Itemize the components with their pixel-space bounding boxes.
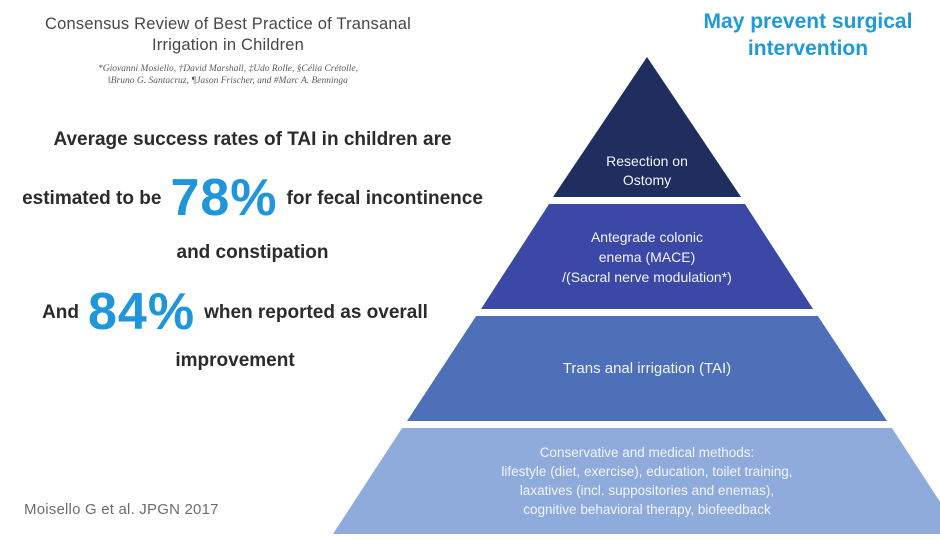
stat2-main-line: And 84% when reported as overall — [0, 283, 470, 341]
tier-label-line: Ostomy — [622, 172, 672, 188]
tier-label-line: Conservative and medical methods: — [539, 445, 755, 460]
stat1-tail: and constipation — [176, 242, 329, 264]
citation: Moisello G et al. JPGN 2017 — [24, 501, 219, 518]
paper-title: Consensus Review of Best Practice of Tra… — [8, 14, 448, 56]
callout-line1: May prevent surgical — [703, 10, 913, 33]
stat1-intro: Average success rates of TAI in children… — [53, 129, 452, 150]
pyramid-tier-conservative-methods: Conservative and medical methods: lifest… — [333, 428, 940, 534]
stat2-tail: improvement — [175, 350, 295, 372]
tier-label-line: Antegrade colonic — [590, 228, 704, 245]
tier-label-line: cognitive behavioral therapy, biofeedbac… — [523, 502, 771, 517]
pyramid-tier-antegrade-colonic-enema: Antegrade colonic enema (MACE) /(Sacral … — [481, 204, 813, 309]
tier-label-line: /(Sacral nerve modulation*) — [562, 268, 732, 285]
paper-title-line1: Consensus Review of Best Practice of Tra… — [45, 15, 411, 33]
tier-label-line: Resection on — [606, 153, 688, 169]
paper-title-line2: Irrigation in Children — [151, 36, 305, 54]
stat2-suffix: when reported as overall — [204, 301, 428, 323]
paper-authors-line2: ‖Bruno G. Santacruz, ¶Jason Frischer, an… — [108, 76, 348, 86]
paper-authors-line1: *Giovanni Mosiello, †David Marshall, ‡Ud… — [98, 64, 358, 74]
tier-label-line: enema (MACE) — [598, 248, 696, 265]
stat2-lead: And — [42, 301, 79, 323]
callout-prevent-surgery: May prevent surgical intervention — [676, 8, 940, 62]
stat-success-rate: Average success rates of TAI in children… — [0, 128, 505, 265]
callout-line2: intervention — [747, 37, 869, 60]
stat1-main-line: estimated to be 78% for fecal incontinen… — [0, 169, 505, 227]
stat1-lead: estimated to be — [22, 187, 162, 209]
stat2-value: 84% — [88, 283, 196, 341]
paper-header: Consensus Review of Best Practice of Tra… — [8, 14, 448, 87]
pyramid-tier-trans-anal-irrigation: Trans anal irrigation (TAI) — [407, 316, 887, 421]
stat1-suffix: for fecal incontinence — [286, 187, 483, 209]
tier-label-line: laxatives (incl. suppositories and enema… — [519, 483, 775, 498]
tier-label-line: Trans anal irrigation (TAI) — [562, 359, 732, 377]
tier-label-line: lifestyle (diet, exercise), education, t… — [501, 464, 793, 479]
stat1-value: 78% — [170, 169, 278, 227]
stat-overall-improvement: And 84% when reported as overall improve… — [0, 283, 470, 373]
pyramid-tier-resection-on-ostomy: Resection on Ostomy — [553, 57, 741, 197]
paper-authors: *Giovanni Mosiello, †David Marshall, ‡Ud… — [8, 63, 448, 87]
